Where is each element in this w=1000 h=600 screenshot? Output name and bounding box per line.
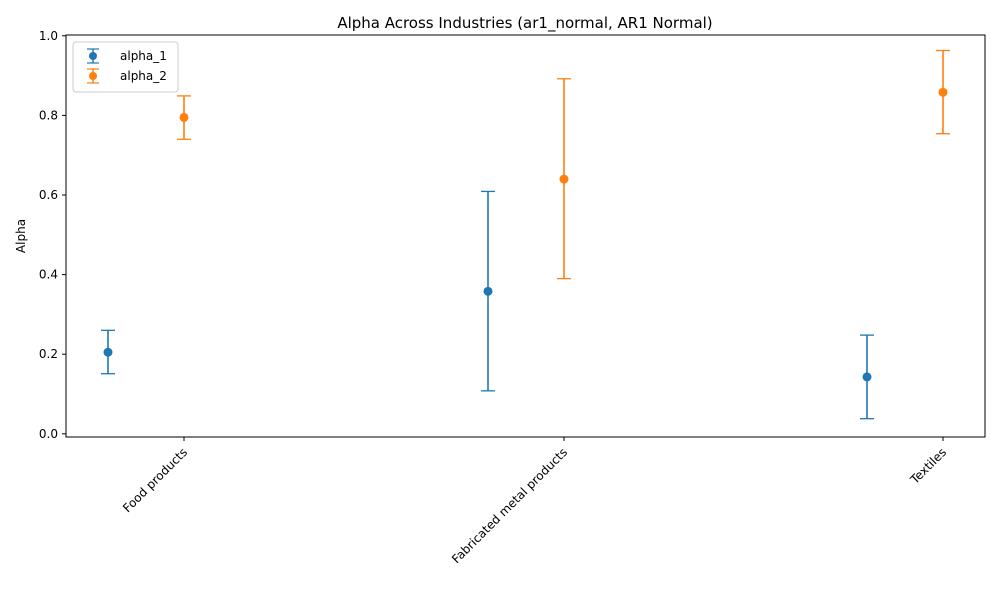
data-point — [862, 372, 872, 382]
data-point — [938, 87, 948, 97]
y-tick-label: 0.8 — [39, 108, 58, 122]
legend-label: alpha_1 — [120, 49, 167, 63]
chart-title: Alpha Across Industries (ar1_normal, AR1… — [337, 14, 712, 33]
data-point — [559, 174, 569, 184]
x-tick-label: Fabricated metal products — [449, 445, 570, 566]
legend-box — [72, 41, 179, 93]
y-tick-label: 0.2 — [39, 347, 58, 361]
plot-frame — [65, 34, 986, 438]
y-tick-label: 0.4 — [39, 268, 58, 282]
y-tick-label: 0.6 — [39, 188, 58, 202]
legend: alpha_1 alpha_2 — [72, 41, 179, 93]
y-axis-label: Alpha — [14, 219, 28, 253]
plot-area: 0.0 0.2 0.4 0.6 0.8 1.0 Food products Fabricate… — [39, 29, 950, 566]
y-tick-label: 0.0 — [39, 427, 58, 441]
series-alpha_1 — [101, 190, 874, 420]
data-point — [179, 112, 189, 122]
y-tick-label: 1.0 — [39, 29, 58, 43]
data-point — [103, 347, 113, 357]
data-point — [483, 286, 493, 296]
x-tick-label: Food products — [120, 445, 190, 515]
legend-label: alpha_2 — [120, 69, 167, 83]
legend-marker-dot — [89, 52, 97, 60]
x-tick-label: Textiles — [907, 445, 949, 487]
series-alpha_2 — [177, 49, 950, 280]
legend-marker-dot — [89, 72, 97, 80]
